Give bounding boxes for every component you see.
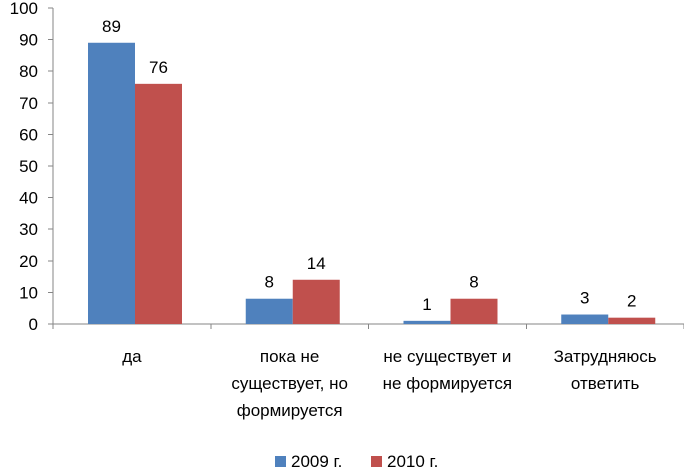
y-axis-ticks: 0 10 20 30 40 50 60 70 80 90 100 (10, 0, 53, 334)
y-tick-label: 60 (19, 125, 38, 144)
y-tick-label: 20 (19, 252, 38, 271)
data-label: 3 (580, 289, 589, 308)
bar-series1-cat1 (88, 42, 135, 324)
x-axis-categories: да пока не существует, но формируется не сущ… (122, 347, 657, 420)
x-category-label: пока не существует, но формируется (231, 347, 348, 420)
data-label: 76 (149, 58, 168, 77)
data-label: 8 (265, 273, 274, 292)
x-category-label-line: да (122, 347, 142, 366)
data-label: 8 (469, 273, 478, 292)
y-tick-label: 80 (19, 62, 38, 81)
x-category-label-line: не существует и (383, 347, 511, 366)
bar-series1-cat4 (561, 314, 609, 324)
data-label: 89 (102, 17, 121, 36)
x-category-label-line: пока не (260, 347, 320, 366)
data-label: 14 (307, 254, 326, 273)
bar-series2-cat3 (450, 298, 498, 324)
data-labels: 89 8 1 3 76 14 8 2 (102, 17, 636, 314)
chart-bars (88, 42, 656, 324)
y-tick-label: 0 (29, 315, 38, 334)
x-category-label-line: ответить (571, 374, 640, 393)
x-category-label-line: Затрудняюсь (554, 347, 657, 366)
legend-swatch (275, 456, 286, 467)
legend-swatch (371, 456, 382, 467)
chart-legend: 2009 г. 2010 г. (275, 452, 438, 468)
bar-series1-cat3 (403, 320, 451, 324)
y-tick-label: 30 (19, 220, 38, 239)
x-category-label-line: существует, но (231, 374, 348, 393)
x-category-label-line: формируется (237, 401, 343, 420)
x-category-label: да (122, 347, 142, 366)
x-category-label-line: не формируется (383, 374, 512, 393)
y-tick-label: 40 (19, 189, 38, 208)
legend-label: 2010 г. (387, 452, 438, 468)
bar-series2-cat1 (135, 83, 182, 324)
legend-label: 2009 г. (291, 452, 342, 468)
y-tick-label: 100 (10, 0, 38, 18)
data-label: 2 (627, 292, 636, 311)
bar-series1-cat2 (245, 298, 293, 324)
y-tick-label: 10 (19, 283, 38, 302)
y-tick-label: 50 (19, 157, 38, 176)
bar-series2-cat2 (292, 279, 340, 324)
data-label: 1 (422, 295, 431, 314)
y-tick-label: 90 (19, 31, 38, 50)
x-category-label: Затрудняюсь ответить (554, 347, 657, 393)
y-tick-label: 70 (19, 94, 38, 113)
x-category-label: не существует и не формируется (383, 347, 512, 393)
bar-series2-cat4 (608, 317, 656, 324)
